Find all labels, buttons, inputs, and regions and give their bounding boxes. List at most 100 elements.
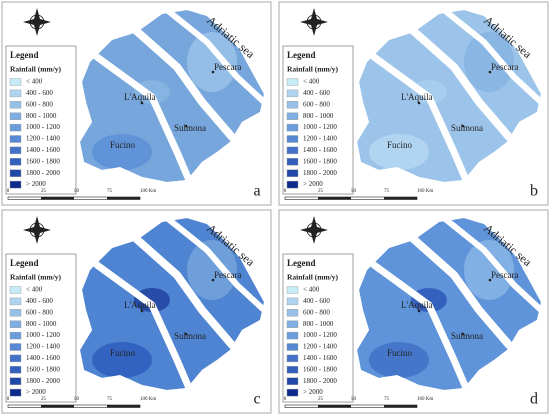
scale-label: 75 (107, 189, 113, 194)
legend-item: 400 - 600 (303, 297, 330, 305)
place-label: Pescara (214, 62, 241, 72)
legend-swatch (9, 146, 22, 155)
legend-swatch (286, 366, 299, 374)
compass-star (300, 216, 328, 244)
legend-title: Legend (287, 258, 316, 268)
map-panel: Legend Rainfall (mm/y) < 400 400 - 600 600 -… (1, 1, 272, 206)
legend-item: 1400 - 1600 (26, 354, 60, 362)
place-label: Sulmona (451, 331, 483, 341)
legend-swatch (9, 388, 22, 397)
legend-swatch (286, 309, 299, 317)
valley-gap (93, 261, 196, 390)
place-label: L'Aquila (401, 92, 433, 102)
legend-item: 600 - 800 (26, 100, 53, 108)
rainfall-zone (411, 288, 447, 312)
rainfall-zone (187, 240, 237, 300)
legend-swatch (9, 366, 22, 374)
place-label: Fucino (387, 348, 413, 358)
place-label: Fucino (110, 140, 136, 150)
legend-swatch (9, 320, 22, 328)
rainfall-zone (134, 80, 170, 104)
legend-item: 600 - 800 (303, 308, 330, 316)
legend-item: 1600 - 1800 (303, 365, 337, 373)
legend-swatch (9, 309, 22, 317)
scale-label: 25 (318, 397, 324, 402)
rainfall-map (357, 218, 541, 390)
legend-item: 1800 - 2000 (303, 377, 337, 385)
legend-item: 1000 - 1200 (26, 331, 60, 339)
valley-gap (441, 10, 541, 105)
legend-item: > 2000 (303, 180, 323, 188)
legend-item: < 400 (303, 286, 320, 294)
legend-swatch (286, 377, 299, 385)
valley-gap (164, 10, 264, 105)
compass-star (300, 8, 328, 36)
place-dot (184, 332, 188, 336)
compass-star (23, 8, 51, 36)
place-dot (417, 101, 421, 105)
legend-swatch (9, 135, 22, 143)
rainfall-zone (92, 342, 152, 378)
place-label: L'Aquila (401, 300, 433, 310)
map-panel: Legend Rainfall (mm/y) < 400 400 - 600 600 -… (278, 209, 549, 414)
place-dot (461, 332, 465, 336)
legend-subtitle: Rainfall (mm/y) (10, 273, 62, 282)
panel-letter: c (253, 391, 260, 408)
rainfall-map (357, 10, 541, 182)
scale-bar-segment (384, 197, 417, 200)
legend-swatch (9, 169, 22, 177)
legend-swatch (9, 343, 22, 351)
scale-label: 75 (384, 397, 390, 402)
legend-item: > 2000 (26, 180, 46, 188)
legend-swatch (286, 146, 299, 155)
legend-swatch (286, 123, 299, 132)
panel-letter: b (530, 183, 538, 200)
legend-swatch (286, 180, 299, 189)
compass-star (23, 216, 51, 244)
scale-label: 100 Km (417, 397, 433, 402)
rainfall-zone (92, 134, 152, 170)
legend-swatch (9, 331, 22, 340)
legend-item: 1200 - 1400 (26, 135, 60, 143)
legend-item: 800 - 1000 (26, 112, 57, 120)
valley-gap (128, 231, 236, 349)
valley-gap (405, 231, 513, 349)
compass (300, 8, 328, 36)
legend-item: 1200 - 1400 (26, 343, 60, 351)
rainfall-map (80, 218, 264, 390)
legend-item: > 2000 (303, 388, 323, 396)
legend-swatch (9, 78, 22, 86)
valley-gap (405, 23, 513, 141)
place-label: L'Aquila (124, 300, 156, 310)
legend-title: Legend (10, 50, 39, 60)
legend-swatch (9, 180, 22, 189)
scale-bar-segment (41, 197, 74, 200)
legend-swatch (9, 112, 22, 120)
legend-swatch (9, 286, 22, 294)
scale-label: 0 (7, 397, 10, 402)
rainfall-zone (187, 32, 237, 92)
scale-bar-segment (384, 405, 417, 408)
scale-label: 100 Km (140, 397, 156, 402)
scale-bar-segment (318, 197, 351, 200)
legend-box (282, 253, 354, 403)
valley-gap (93, 53, 196, 182)
valley-gap (441, 218, 541, 313)
legend-item: 1000 - 1200 (26, 123, 60, 131)
rainfall-zone (369, 134, 429, 170)
place-dot (211, 278, 215, 282)
legend-swatch (9, 354, 22, 363)
legend-swatch (9, 158, 22, 166)
legend-swatch (286, 135, 299, 143)
legend-swatch (286, 354, 299, 363)
map-panel: Legend Rainfall (mm/y) < 400 400 - 600 600 -… (1, 209, 272, 414)
legend-item: 600 - 800 (303, 100, 330, 108)
place-label: Sulmona (174, 123, 206, 133)
scale-label: 75 (384, 189, 390, 194)
compass (300, 216, 328, 244)
legend-item: < 400 (26, 78, 43, 86)
legend-item: 1200 - 1400 (303, 135, 337, 143)
legend-title: Legend (10, 258, 39, 268)
place-dot (211, 70, 215, 74)
place-label: Pescara (214, 270, 241, 280)
